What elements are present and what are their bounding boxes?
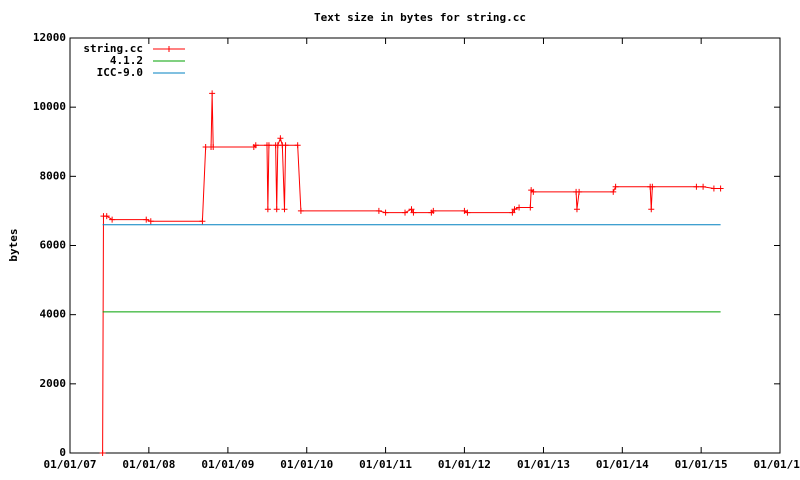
x-tick-label: 01/01/09	[201, 458, 254, 471]
point-marker	[573, 206, 580, 213]
point-marker	[649, 183, 656, 190]
legend-label: ICC-9.0	[97, 66, 143, 79]
point-marker	[199, 218, 206, 225]
y-tick-label: 4000	[40, 308, 67, 321]
point-marker	[610, 188, 617, 195]
x-tick-label: 01/01/11	[359, 458, 412, 471]
point-marker	[710, 185, 717, 192]
point-marker	[297, 207, 304, 214]
point-marker	[576, 188, 583, 195]
series-line	[102, 93, 721, 454]
point-marker	[282, 142, 289, 149]
y-tick-label: 0	[59, 446, 66, 459]
point-marker	[408, 206, 415, 213]
point-marker	[147, 218, 154, 225]
point-marker	[410, 209, 417, 216]
y-tick-label: 10000	[33, 100, 66, 113]
point-marker	[99, 450, 106, 456]
y-tick-label: 2000	[40, 377, 67, 390]
x-tick-label: 01/01/13	[517, 458, 570, 471]
point-marker	[382, 209, 389, 216]
point-marker	[509, 209, 516, 216]
point-marker	[648, 206, 655, 213]
point-marker	[264, 206, 271, 213]
point-marker	[109, 216, 116, 223]
x-tick-label: 01/01/08	[122, 458, 175, 471]
x-tick-label: 01/01/16	[754, 458, 800, 471]
point-marker	[612, 183, 619, 190]
point-marker	[294, 142, 301, 149]
x-tick-label: 01/01/07	[44, 458, 97, 471]
point-marker	[717, 185, 724, 192]
legend-label: 4.1.2	[110, 54, 143, 67]
legend-label: string.cc	[83, 42, 143, 55]
point-marker	[402, 209, 409, 216]
plot-border	[69, 37, 781, 454]
point-marker	[430, 207, 437, 214]
point-marker	[461, 207, 468, 214]
legend-marker	[166, 46, 172, 52]
point-marker	[700, 183, 707, 190]
point-marker	[273, 206, 280, 213]
point-marker	[693, 183, 700, 190]
point-marker	[277, 135, 284, 142]
y-axis-label: bytes	[7, 228, 20, 261]
point-marker	[375, 207, 382, 214]
y-tick-label: 6000	[40, 239, 67, 252]
point-marker	[209, 90, 216, 97]
chart-title: Text size in bytes for string.cc	[314, 11, 526, 24]
point-marker	[530, 188, 537, 195]
point-marker	[202, 143, 209, 150]
point-marker	[281, 206, 288, 213]
point-marker	[265, 142, 272, 149]
x-tick-label: 01/01/14	[596, 458, 649, 471]
point-marker	[516, 204, 523, 211]
point-marker	[143, 216, 150, 223]
point-marker	[252, 142, 259, 149]
point-marker	[103, 213, 110, 220]
x-tick-label: 01/01/12	[438, 458, 491, 471]
x-tick-label: 01/01/10	[280, 458, 333, 471]
y-tick-label: 8000	[40, 169, 67, 182]
y-tick-label: 12000	[33, 31, 66, 44]
point-marker	[210, 143, 217, 150]
point-marker	[527, 204, 534, 211]
x-tick-label: 01/01/15	[675, 458, 728, 471]
point-marker	[511, 206, 518, 213]
point-marker	[464, 209, 471, 216]
